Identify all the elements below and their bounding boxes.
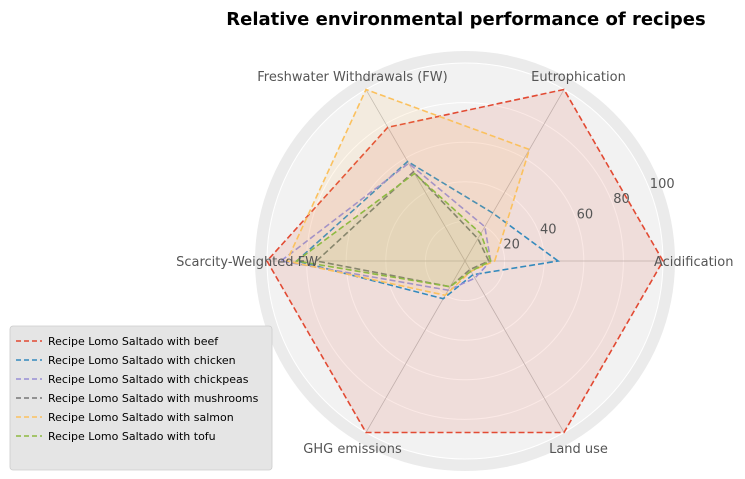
polar-grid — [266, 62, 664, 460]
axis-label-1: Eutrophication — [531, 70, 626, 85]
legend-label-0: Recipe Lomo Saltado with beef — [48, 335, 219, 348]
series-fill-0 — [267, 89, 663, 433]
axis-labels: Acidification Eutrophication Freshwater Wi… — [176, 70, 733, 457]
radial-tick-label: 80 — [613, 192, 630, 207]
grid-spoke — [365, 260, 466, 433]
grid-spoke — [464, 260, 565, 433]
legend-label-2: Recipe Lomo Saltado with chickpeas — [48, 373, 249, 386]
radial-tick-label: 60 — [577, 207, 594, 222]
axis-label-0: Acidification — [654, 255, 734, 270]
legend-box — [9, 325, 273, 471]
radial-tick-label: 20 — [503, 238, 520, 253]
series-layer — [266, 88, 664, 434]
legend-label-3: Recipe Lomo Saltado with mushrooms — [48, 392, 259, 405]
legend-label-4: Recipe Lomo Saltado with salmon — [48, 411, 234, 424]
axis-label-5: Land use — [549, 442, 608, 457]
axis-label-3: Scarcity-Weighted FW — [176, 255, 318, 270]
series-line-0 — [266, 88, 664, 434]
series-fill-4 — [286, 89, 530, 296]
legend-label-5: Recipe Lomo Saltado with tofu — [48, 430, 216, 443]
grid-spoke — [365, 89, 466, 262]
radial-tick-label: 40 — [540, 222, 557, 237]
grid-spoke — [464, 89, 565, 262]
radial-tick-labels: 20 40 60 80 100 — [503, 177, 674, 253]
series-line-5 — [294, 172, 492, 288]
radial-tick-label: 100 — [650, 177, 675, 192]
series-fill-5 — [296, 173, 491, 287]
axis-label-4: GHG emissions — [303, 442, 402, 457]
legend-label-1: Recipe Lomo Saltado with chicken — [48, 354, 236, 367]
legend: Recipe Lomo Saltado with beef Recipe Lomo… — [9, 325, 273, 471]
chart-title: Relative environmental performance of re… — [226, 9, 705, 30]
axis-label-2: Freshwater Withdrawals (FW) — [257, 70, 447, 85]
